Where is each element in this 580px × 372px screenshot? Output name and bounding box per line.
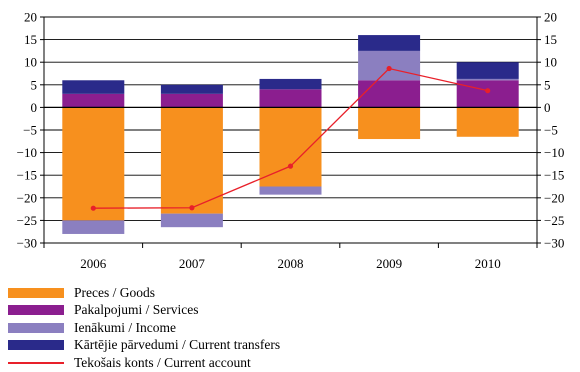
y-tick-label-left: −20 xyxy=(17,190,37,205)
legend-item-goods: Preces / Goods xyxy=(8,284,280,302)
point-current-account-2008 xyxy=(287,163,294,169)
legend: Preces / Goods Pakalpojumi / Services Ie… xyxy=(8,284,280,372)
y-tick-label-left: 0 xyxy=(31,100,38,115)
y-tick-label-right: −25 xyxy=(544,213,564,228)
x-tick-label-2009: 2009 xyxy=(376,256,402,271)
legend-swatch-income xyxy=(8,322,64,333)
legend-label-income: Ienākumi / Income xyxy=(74,319,176,335)
bar-services-2007 xyxy=(160,93,223,108)
legend-swatch-current-transfers xyxy=(8,340,64,351)
legend-item-services: Pakalpojumi / Services xyxy=(8,302,280,320)
bar-services-2008 xyxy=(259,89,322,108)
y-tick-label-right: −10 xyxy=(544,145,564,160)
point-current-account-2010 xyxy=(485,88,491,94)
y-axis-right: 20 15 10 5 0 −5 −10 −15 −20 −25 −30 xyxy=(537,10,564,251)
x-tick-label-2010: 2010 xyxy=(475,256,501,271)
bar-services-2006 xyxy=(62,93,125,108)
y-tick-label-left: 20 xyxy=(24,10,37,25)
legend-label-goods: Preces / Goods xyxy=(74,284,155,300)
y-tick-label-right: 10 xyxy=(544,55,557,70)
chart: 20 15 10 5 0 −5 −10 −15 −20 −25 −30 20 15 10 5 0 −5 −10 −… xyxy=(17,10,565,272)
bar-current-transfers-2010 xyxy=(456,62,519,79)
y-tick-label-left: −10 xyxy=(17,145,37,160)
legend-label-current-transfers: Kārtējie pārvedumi / Current transfers xyxy=(74,337,281,353)
bar-services-2009 xyxy=(358,80,421,108)
point-current-account-2009 xyxy=(386,65,392,72)
y-tick-label-right: −5 xyxy=(544,123,558,138)
y-tick-label-left: −15 xyxy=(17,168,37,183)
legend-item-current-account: Tekošais konts / Current account xyxy=(8,354,280,372)
legend-label-current-account: Tekošais konts / Current account xyxy=(74,354,251,370)
bar-current-transfers-2006 xyxy=(62,80,125,94)
bar-goods-2010 xyxy=(456,107,519,137)
legend-swatch-current-account xyxy=(8,361,64,364)
bar-goods-2006 xyxy=(62,107,125,221)
x-tick-label-2008: 2008 xyxy=(278,256,304,271)
y-tick-label-right: −15 xyxy=(544,168,564,183)
x-axis: 2006 2007 2008 2009 2010 xyxy=(43,243,538,271)
y-tick-label-right: 20 xyxy=(544,10,557,25)
bar-income-2007 xyxy=(160,213,223,228)
y-tick-label-right: −20 xyxy=(544,190,564,205)
x-tick-label-2006: 2006 xyxy=(80,256,107,271)
point-current-account-2006 xyxy=(90,205,96,211)
legend-label-services: Pakalpojumi / Services xyxy=(74,302,199,318)
bar-current-transfers-2008 xyxy=(259,78,322,90)
legend-item-current-transfers: Kārtējie pārvedumi / Current transfers xyxy=(8,337,280,355)
bar-goods-2009 xyxy=(358,107,421,140)
bar-income-2009 xyxy=(358,50,421,81)
y-tick-label-left: 5 xyxy=(31,77,38,92)
legend-swatch-services xyxy=(8,305,64,316)
y-tick-label-right: 5 xyxy=(544,77,551,92)
y-axis-left: 20 15 10 5 0 −5 −10 −15 −20 −25 −30 xyxy=(17,10,44,251)
bar-income-2006 xyxy=(62,220,125,234)
current-account-line xyxy=(90,65,491,211)
y-tick-label-left: −30 xyxy=(17,236,37,251)
y-tick-label-left: 10 xyxy=(24,55,37,70)
bar-services-2010 xyxy=(456,80,519,108)
legend-item-income: Ienākumi / Income xyxy=(8,319,280,337)
y-tick-label-left: −25 xyxy=(17,213,37,228)
bar-income-2008 xyxy=(259,186,322,195)
x-tick-label-2007: 2007 xyxy=(179,256,206,271)
bar-current-transfers-2007 xyxy=(160,84,223,94)
y-tick-label-right: 0 xyxy=(544,100,551,115)
bar-goods-2007 xyxy=(160,107,223,214)
bar-goods-2008 xyxy=(259,107,322,187)
bars xyxy=(62,35,519,234)
y-tick-label-left: 15 xyxy=(24,32,37,47)
y-tick-label-right: 15 xyxy=(544,32,557,47)
legend-swatch-goods xyxy=(8,287,64,298)
bar-current-transfers-2009 xyxy=(358,35,421,51)
point-current-account-2007 xyxy=(189,205,195,211)
bar-income-2010 xyxy=(456,78,519,81)
y-tick-label-left: −5 xyxy=(23,123,37,138)
y-tick-label-right: −30 xyxy=(544,236,564,251)
